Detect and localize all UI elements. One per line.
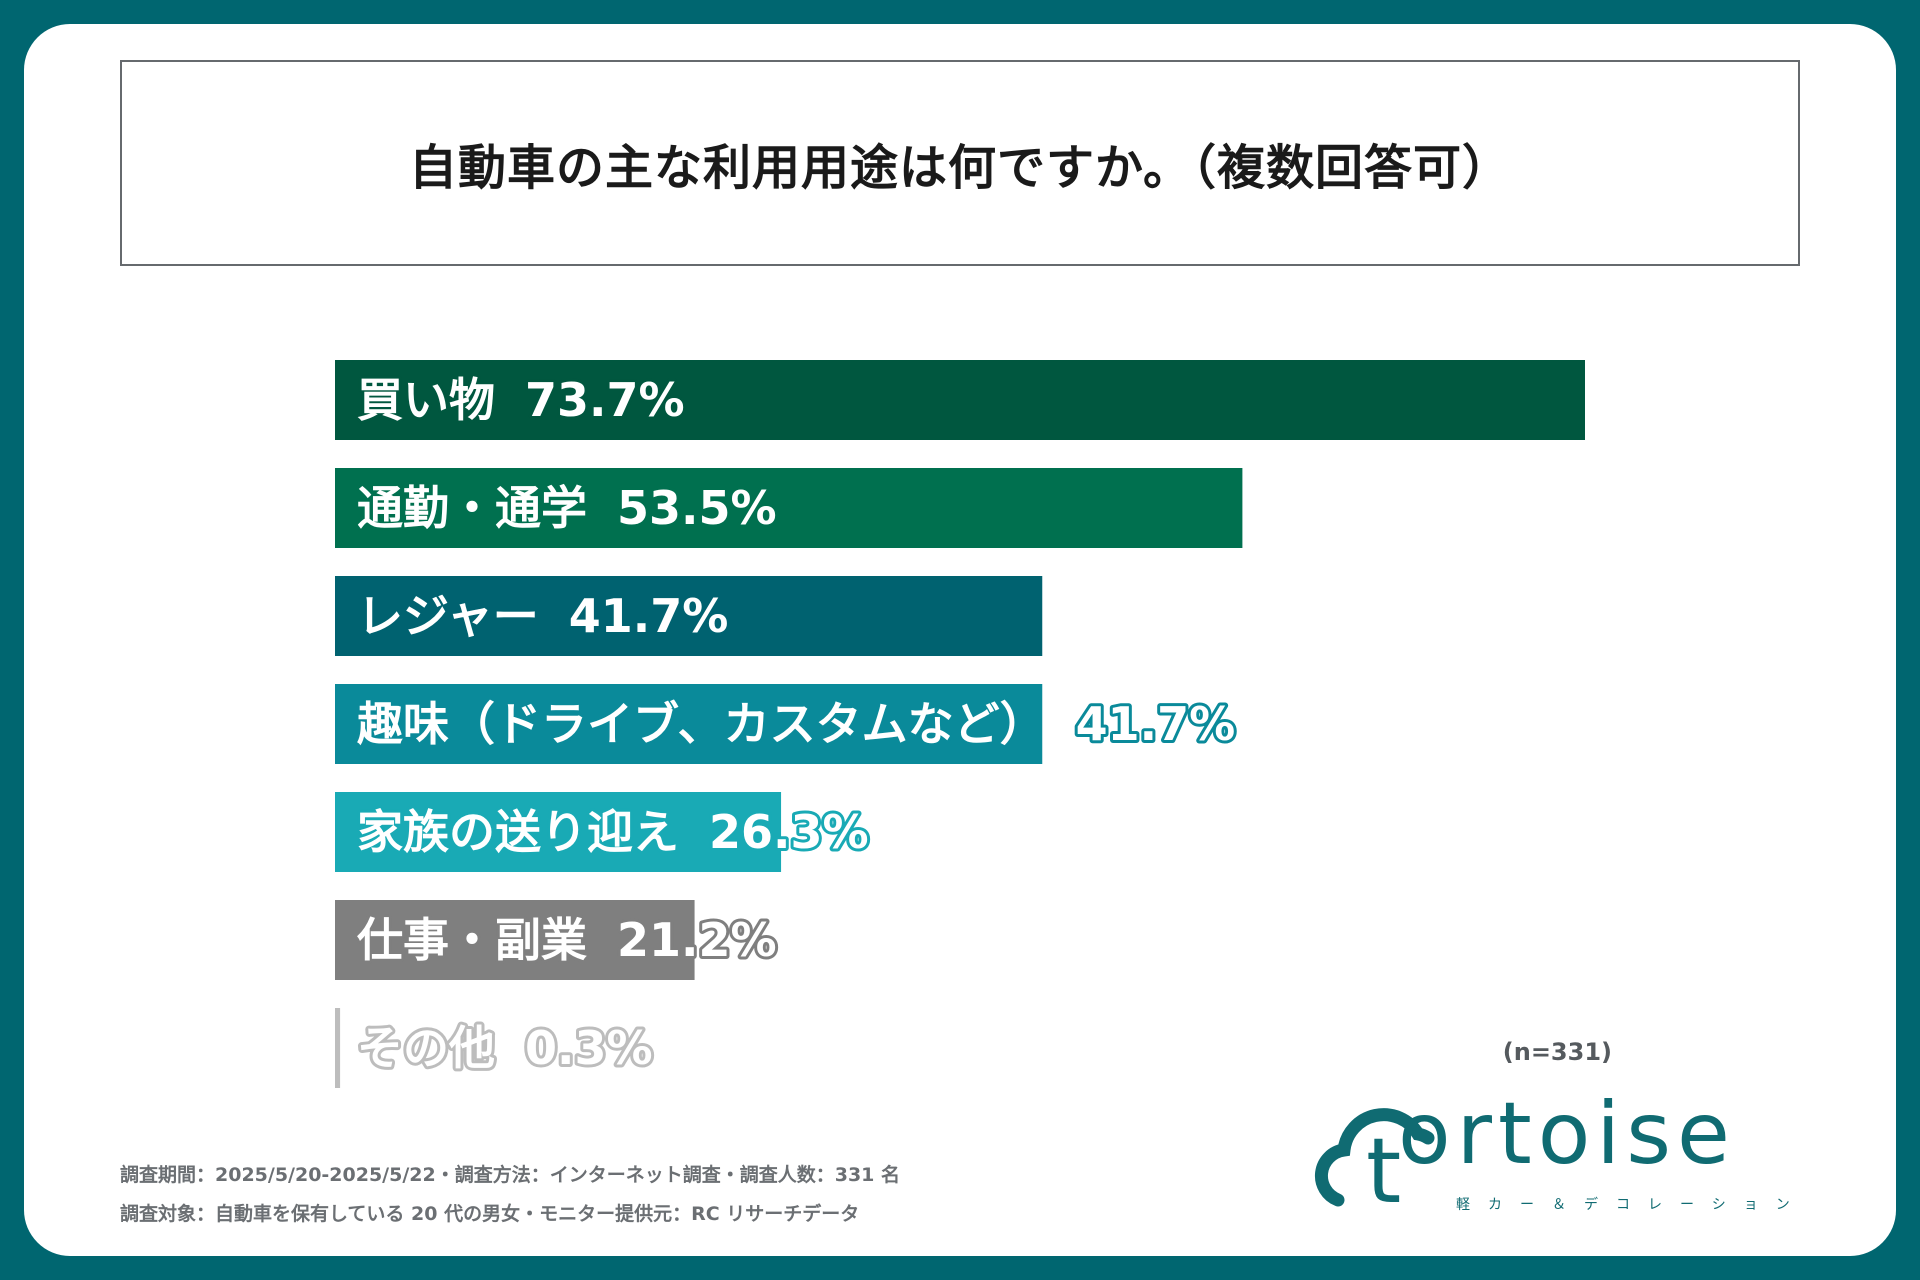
footnote-survey-period: 調査期間：2025/5/20-2025/5/22・調査方法：インターネット調査・… [120, 1164, 901, 1186]
bar-label-4: 趣味（ドライブ、カスタムなど） 41.7% [357, 697, 1235, 751]
value-label-7: 0.3% [525, 1021, 653, 1075]
bar-4 [335, 684, 1043, 764]
value-label-1: 73.7% [525, 373, 685, 427]
category-label-5: 家族の送り迎え [357, 805, 679, 859]
category-label-2: 通勤・通学 [357, 481, 587, 535]
category-label-6: 仕事・副業 [357, 913, 587, 967]
title-box: 自動車の主な利用用途は何ですか。（複数回答可） [120, 60, 1800, 266]
bar-label-2: 通勤・通学 53.5% [357, 481, 777, 535]
bar-label-6: 仕事・副業 21.2% [357, 913, 777, 967]
footnote-survey-target: 調査対象：自動車を保有している 20 代の男女・モニター提供元：RC リサーチデ… [120, 1203, 860, 1225]
value-label-4: 41.7% [1076, 697, 1236, 751]
bar-1 [335, 360, 1585, 440]
category-label-4: 趣味（ドライブ、カスタムなど） [357, 697, 1046, 751]
bar-6 [335, 900, 695, 980]
value-label-5: 26.3% [709, 805, 869, 859]
value-label-6: 21.2% [617, 913, 777, 967]
bar-3 [335, 576, 1043, 656]
bar-label-7: その他 0.3% [357, 1021, 653, 1075]
bar-5 [335, 792, 782, 872]
value-label-3: 41.7% [569, 589, 729, 643]
bar-label-1: 買い物 73.7% [357, 373, 685, 427]
chart-title: 自動車の主な利用用途は何ですか。（複数回答可） [408, 140, 1512, 196]
category-label-1: 買い物 [357, 373, 495, 427]
logo-cloud-icon: t [1314, 1108, 1435, 1220]
category-label-7: その他 [357, 1021, 495, 1075]
bar-label-3: レジャー 41.7% [357, 589, 728, 643]
logo-wordmark: ortoise [1398, 1084, 1736, 1184]
bar-label-5: 家族の送り迎え 26.3% [357, 805, 869, 859]
sample-size-label: (n=331) [1502, 1038, 1612, 1066]
tortoise-logo: t ortoise 軽カー＆デコレーション [1280, 1084, 1800, 1220]
category-label-3: レジャー [357, 589, 539, 643]
bar-7 [335, 1008, 341, 1088]
logo-subtitle: 軽カー＆デコレーション [1456, 1197, 1808, 1213]
value-label-2: 53.5% [617, 481, 777, 535]
logo-t-letter: t [1366, 1119, 1401, 1220]
bar-2 [335, 468, 1243, 548]
